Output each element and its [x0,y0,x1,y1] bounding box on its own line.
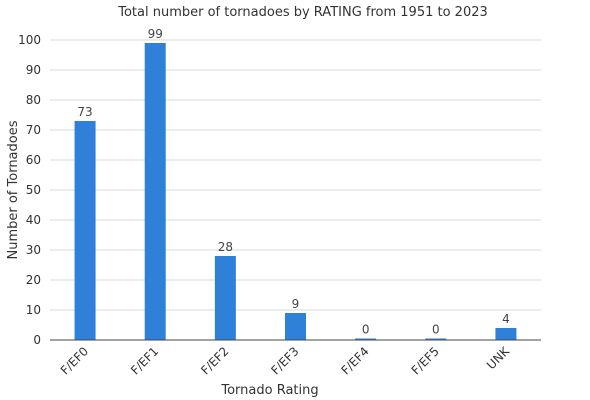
y-tick-label: 80 [26,93,41,107]
x-tick-label: F/EF0 [58,344,91,377]
bars [74,43,517,340]
y-tick-label: 20 [26,273,41,287]
bar-f-ef0 [74,121,96,340]
data-label: 73 [77,105,92,119]
data-labels: 73 99 28 9 0 0 4 [77,27,509,337]
y-axis-label: Number of Tornadoes [6,120,21,259]
data-label: 0 [432,323,440,337]
bar-f-ef4 [355,338,377,340]
y-tick-label: 70 [26,123,41,137]
y-tick-label: 60 [26,153,41,167]
y-tick-label: 90 [26,63,41,77]
bar-f-ef5 [425,338,447,340]
x-tick-label: F/EF5 [409,344,442,377]
data-label: 99 [148,27,163,41]
chart-title: Total number of tornadoes by RATING from… [117,5,488,20]
data-label: 9 [292,297,300,311]
bar-f-ef1 [144,43,166,340]
x-tick-label: UNK [484,343,513,372]
y-tick-label: 40 [26,213,41,227]
data-label: 28 [218,240,233,254]
x-axis-ticks: F/EF0 F/EF1 F/EF2 F/EF3 F/EF4 F/EF5 UNK [58,343,513,377]
bar-unk [495,328,517,340]
y-tick-label: 50 [26,183,41,197]
y-tick-label: 100 [18,33,41,47]
data-label: 0 [362,323,370,337]
x-tick-label: F/EF4 [338,344,371,377]
data-label: 4 [502,312,510,326]
gridlines [50,39,541,311]
y-axis-ticks: 0 10 20 30 40 50 60 70 80 90 100 [18,33,41,347]
x-tick-label: F/EF2 [198,344,231,377]
x-tick-label: F/EF1 [128,344,161,377]
x-axis-label: Tornado Rating [220,383,318,398]
y-tick-label: 0 [33,333,41,347]
bar-f-ef2 [214,256,236,340]
y-tick-label: 10 [26,303,41,317]
x-tick-label: F/EF3 [268,344,301,377]
bar-f-ef3 [285,313,306,340]
y-tick-label: 30 [26,243,41,257]
